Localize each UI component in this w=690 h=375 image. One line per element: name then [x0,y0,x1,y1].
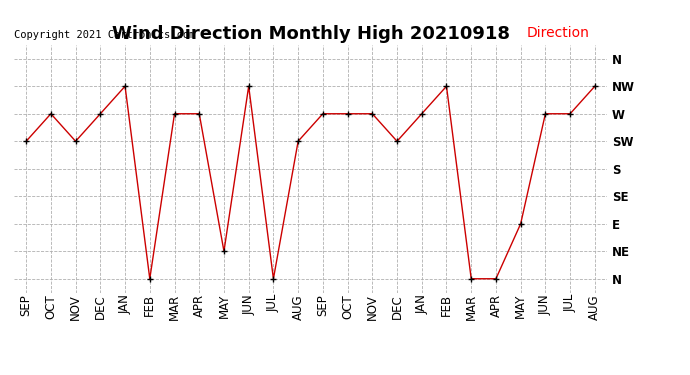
Title: Wind Direction Monthly High 20210918: Wind Direction Monthly High 20210918 [112,26,509,44]
Text: Direction: Direction [527,26,590,40]
Text: Copyright 2021 Cartronics.com: Copyright 2021 Cartronics.com [14,30,195,40]
